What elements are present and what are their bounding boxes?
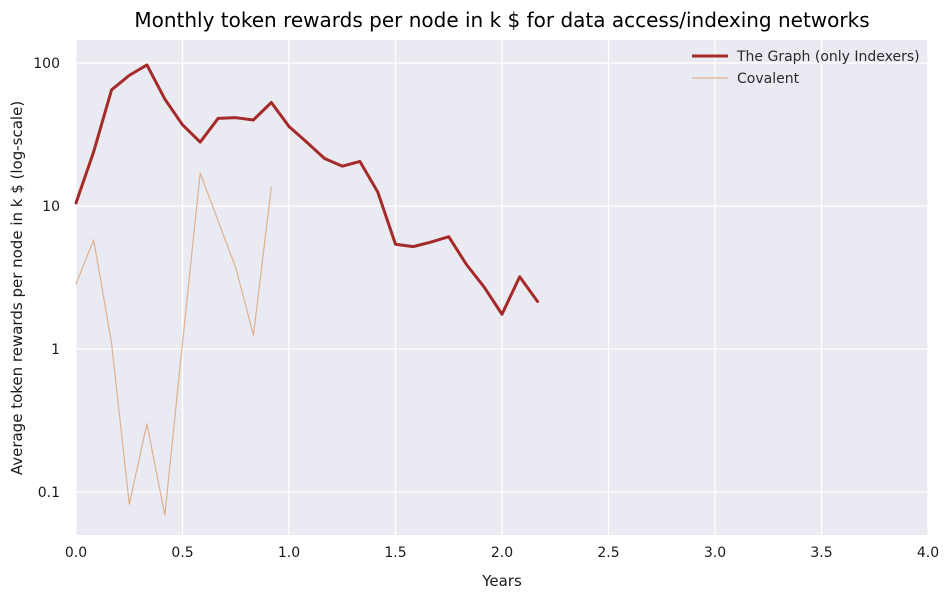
legend-label: The Graph (only Indexers) [736,49,920,65]
y-tick-label: 0.1 [38,485,60,501]
legend: The Graph (only Indexers) Covalent [692,49,920,87]
y-tick-label: 10 [42,199,60,215]
x-tick-label: 2.0 [491,545,513,561]
legend-label: Covalent [737,71,800,87]
x-tick-label: 2.5 [597,545,619,561]
series-line-1 [74,63,540,316]
x-tick-label: 3.5 [810,545,832,561]
grid-lines [75,40,929,535]
y-axis-ticks: 0.1 1 10 100 [33,56,60,501]
x-tick-label: 0.0 [65,545,87,561]
y-tick-label: 1 [51,342,60,358]
chart-title: Monthly token rewards per node in k $ fo… [134,8,869,32]
y-axis-label: Average token rewards per node in k $ (l… [8,101,26,475]
x-tick-label: 0.5 [171,545,193,561]
series-layer [74,63,540,516]
series-line-2 [75,172,272,516]
x-tick-label: 1.5 [384,545,406,561]
x-tick-label: 3.0 [704,545,726,561]
x-axis-ticks: 0.0 0.5 1.0 1.5 2.0 2.5 3.0 3.5 4.0 [65,545,939,561]
x-tick-label: 1.0 [278,545,300,561]
x-tick-label: 4.0 [917,545,939,561]
x-axis-label: Years [481,572,522,590]
y-tick-label: 100 [33,56,60,72]
